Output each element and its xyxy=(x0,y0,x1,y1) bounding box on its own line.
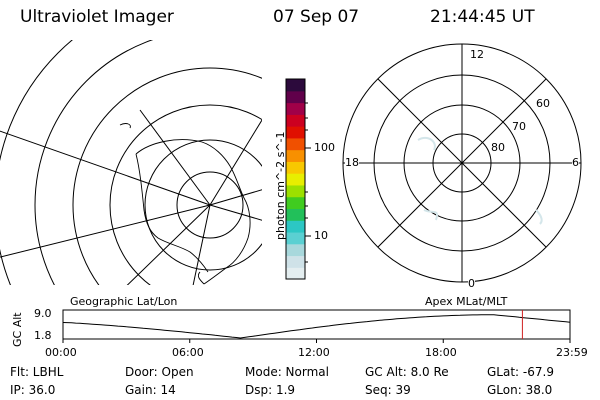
colorbar-swatch xyxy=(286,255,305,268)
instrument-title: Ultraviolet Imager xyxy=(20,7,174,27)
sequence-status: Seq: 39 xyxy=(365,383,411,397)
dsp-status: Dsp: 1.9 xyxy=(245,383,296,397)
mlt-label-18: 18 xyxy=(345,156,359,169)
colorbar-swatch xyxy=(286,208,305,221)
mode-status: Mode: Normal xyxy=(245,365,329,379)
colorbar-swatch xyxy=(286,267,305,280)
latitude-circles xyxy=(0,40,262,285)
filter-status: Flt: LBHL xyxy=(10,365,64,379)
mlt-label-12: 12 xyxy=(470,48,484,61)
colorbar-swatch xyxy=(286,184,305,198)
geo-latitude-status: GLat: -67.9 xyxy=(487,365,554,379)
longitude-lines xyxy=(0,109,262,285)
altitude-time-ticks xyxy=(62,339,571,343)
colorbar-swatch xyxy=(286,243,305,257)
time-tick-1800: 18:00 xyxy=(425,346,457,359)
time-tick-1200: 12:00 xyxy=(298,346,330,359)
mlat-label-70: 70 xyxy=(512,120,526,133)
time-tick-2359: 23:59 xyxy=(556,346,588,359)
colorbar-swatches xyxy=(286,79,305,280)
mlt-label-6: 6 xyxy=(572,156,579,169)
colorbar-swatch xyxy=(286,126,305,139)
apex-grid-title: Apex MLat/MLT xyxy=(425,295,508,308)
geo-longitude-status: GLon: 38.0 xyxy=(487,383,553,397)
mlat-label-60: 60 xyxy=(536,97,550,110)
colorbar-swatch xyxy=(286,137,305,151)
colorbar-swatch xyxy=(286,149,305,162)
faint-aurora-traces xyxy=(417,136,543,225)
gain-status: Gain: 14 xyxy=(125,383,176,397)
mlt-label-0: 0 xyxy=(468,277,475,290)
colorbar-swatch xyxy=(286,220,305,233)
coastline xyxy=(119,123,251,285)
mlat-label-80: 80 xyxy=(491,141,505,154)
colorbar-swatch xyxy=(286,90,305,104)
colorbar-tick-100: 100 xyxy=(314,141,335,154)
time-label: 21:44:45 UT xyxy=(430,7,535,27)
altitude-ylabel: GC Alt xyxy=(11,312,24,347)
date-label: 07 Sep 07 xyxy=(273,7,360,27)
colorbar-swatch xyxy=(286,173,305,186)
door-status: Door: Open xyxy=(125,365,194,379)
colorbar-frame xyxy=(285,78,306,280)
polar-spokes xyxy=(343,44,581,282)
colorbar-swatch xyxy=(286,196,305,210)
colorbar-swatch xyxy=(286,79,305,92)
colorbar-swatch xyxy=(286,102,305,115)
time-tick-0000: 00:00 xyxy=(45,346,77,359)
colorbar-tick-10: 10 xyxy=(314,229,328,242)
altitude-curve xyxy=(62,314,571,339)
altitude-ymin: 1.8 xyxy=(34,329,52,342)
colorbar-ticks xyxy=(305,102,311,263)
time-tick-0600: 06:00 xyxy=(172,346,204,359)
altitude-ymax: 9.0 xyxy=(34,307,52,320)
colorbar-swatch xyxy=(286,114,305,127)
colorbar-swatch xyxy=(286,161,305,174)
colorbar-swatch xyxy=(286,231,305,245)
geographic-grid-title: Geographic Lat/Lon xyxy=(70,295,178,308)
ip-status: IP: 36.0 xyxy=(10,383,56,397)
gc-altitude-status: GC Alt: 8.0 Re xyxy=(365,365,449,379)
